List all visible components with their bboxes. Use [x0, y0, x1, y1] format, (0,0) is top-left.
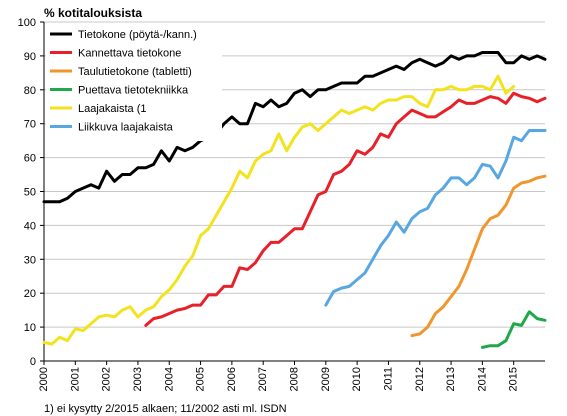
- legend-label: Tietokone (pöytä-/kann.): [78, 29, 197, 41]
- x-tick-label: 2007: [257, 367, 269, 391]
- x-tick-label: 2001: [69, 367, 81, 391]
- x-tick-label: 2000: [38, 367, 50, 391]
- series-line: [410, 174, 547, 338]
- legend-label: Liikkuva laajakaista: [78, 122, 174, 134]
- series-line: [144, 91, 547, 327]
- legend-label: Laajakaista (1: [78, 103, 147, 115]
- x-tick-label: 2014: [476, 367, 488, 391]
- series-line: [42, 51, 547, 204]
- y-tick-label: 100: [18, 17, 36, 29]
- y-tick-label: 90: [24, 51, 36, 63]
- x-tick-label: 2005: [195, 367, 207, 391]
- x-tick-label: 2015: [508, 367, 520, 391]
- series-lines: [42, 51, 547, 349]
- y-tick-label: 20: [24, 288, 36, 300]
- x-tick-label: 2011: [382, 367, 394, 391]
- series-line: [42, 74, 516, 346]
- x-tick-label: 2013: [445, 367, 457, 391]
- legend-label: Puettava tietotekniikka: [78, 85, 189, 97]
- y-tick-label: 10: [24, 322, 36, 334]
- legend-label: Taulutietokone (tabletti): [78, 66, 192, 78]
- x-tick-label: 2009: [320, 367, 332, 391]
- x-tick-label: 2006: [226, 367, 238, 391]
- y-axis-label: % kotitalouksista: [44, 6, 142, 20]
- series-line: [324, 129, 547, 307]
- y-tick-label: 30: [24, 254, 36, 266]
- x-tick-label: 2008: [289, 367, 301, 391]
- y-tick-label: 70: [24, 119, 36, 131]
- legend-background: [46, 24, 222, 141]
- series-line: [480, 310, 547, 349]
- y-tick-label: 80: [24, 85, 36, 97]
- y-tick-label: 0: [30, 356, 36, 368]
- x-tick-label: 2004: [163, 367, 175, 391]
- y-tick-label: 40: [24, 220, 36, 232]
- y-tick-label: 50: [24, 187, 36, 199]
- x-tick-label: 2003: [132, 367, 144, 391]
- axes: 0 10 20 30 40 50 60 70 80 90 100 2000 2001 2002 2003 20…: [18, 17, 545, 391]
- footnote: 1) ei kysytty 2/2015 alkaen; 11/2002 ast…: [44, 403, 287, 415]
- legend: Tietokone (pöytä-/kann.) Kannettava tieto…: [46, 24, 222, 141]
- x-tick-label: 2002: [101, 367, 113, 391]
- legend-label: Kannettava tietokone: [78, 48, 181, 60]
- x-tick-label: 2010: [351, 367, 363, 391]
- y-tick-label: 60: [24, 153, 36, 165]
- x-tick-label: 2012: [414, 367, 426, 391]
